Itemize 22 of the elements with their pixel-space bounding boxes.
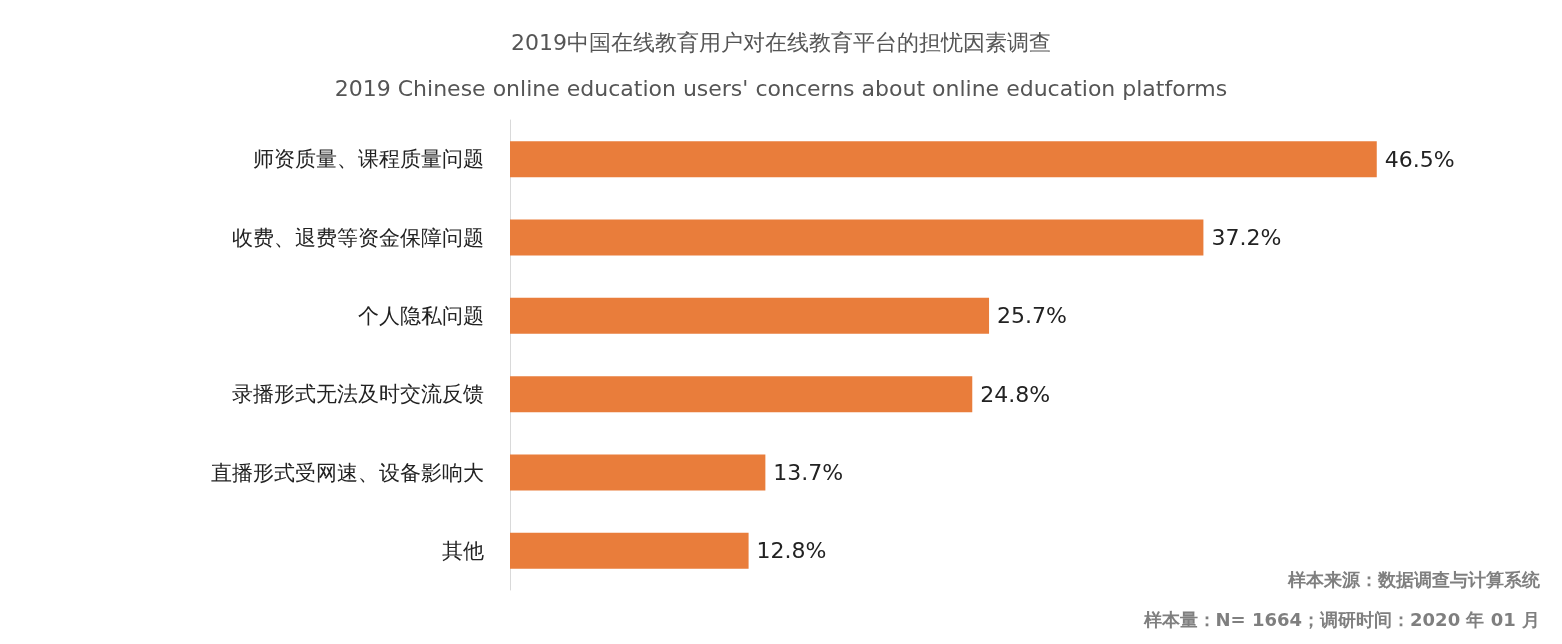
bar: [510, 219, 1204, 256]
data-label: 24.8%: [980, 381, 1051, 407]
data-label: 25.7%: [997, 303, 1067, 329]
chart-subtitle: 2019 Chinese online education users' concerns about online education platforms: [334, 75, 1228, 101]
y-tick-label: 直播形式受网速、设备影响大: [211, 460, 484, 485]
text: 样本量：N= 1664；调研时间：2020 年 01 月: [1142, 608, 1541, 630]
chart-title: 2019中国在线教育用户对在线教育平台的担忧因素调查: [511, 29, 1051, 55]
data-label: 46.5%: [1384, 146, 1455, 172]
y-tick-label: 收费、退费等资金保障问题: [232, 225, 484, 250]
bar: [510, 454, 766, 491]
data-label: 12.8%: [756, 538, 827, 564]
bar: [510, 532, 749, 569]
bar: [510, 141, 1377, 178]
data-label: 37.2%: [1211, 225, 1282, 250]
annotation: 样本来源：数据调查与计算系统: [1287, 568, 1541, 590]
data-label: 13.7%: [773, 460, 844, 485]
y-tick-label: 师资质量、课程质量问题: [253, 147, 484, 172]
y-tick-label: 个人隐私问题: [358, 303, 484, 328]
y-tick-label: 其他: [442, 538, 484, 563]
y-tick-label: 录播形式无法及时交流反馈: [232, 382, 484, 407]
bar: [510, 297, 990, 334]
bar: [510, 376, 973, 413]
